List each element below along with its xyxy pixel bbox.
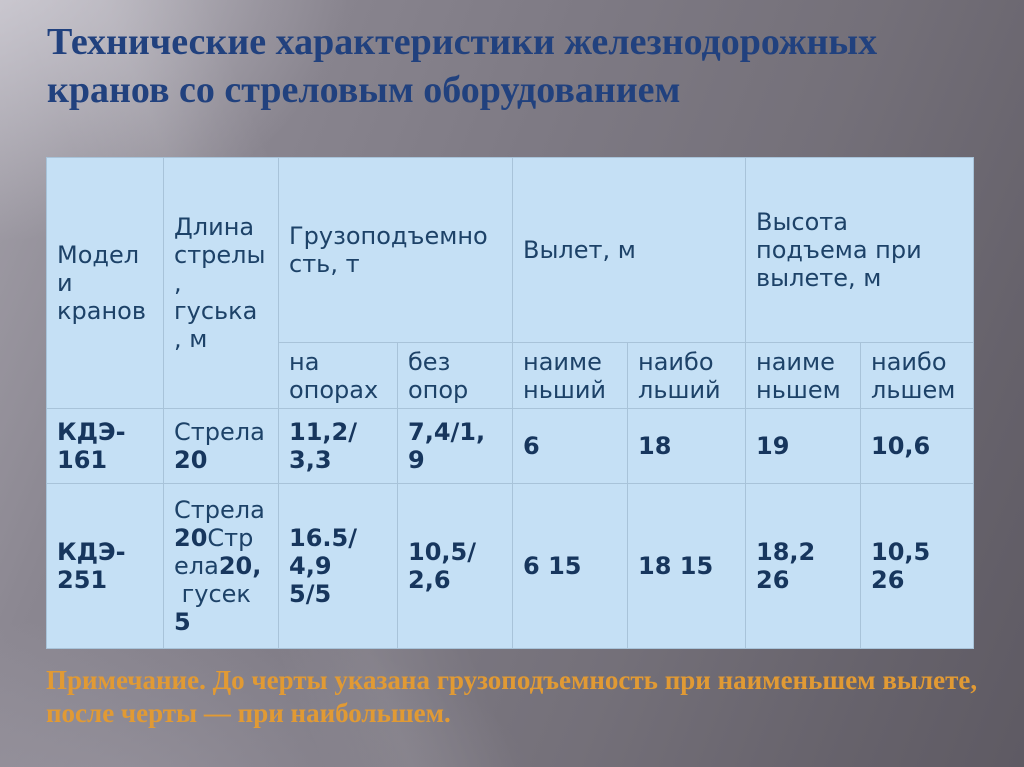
header-outreach-max: наибо льший bbox=[627, 342, 747, 409]
table-row-kde-161: КДЭ- 161 Стрела 20 11,2/ 3,3 7,4/1, 9 6 … bbox=[46, 408, 975, 484]
cell-boom-kde-161: Стрела 20 bbox=[163, 408, 279, 484]
header-height-max: наибо льшем bbox=[860, 342, 975, 409]
cell-model-kde-251: КДЭ- 251 bbox=[46, 483, 164, 649]
cell-outreach-max-kde-251: 18 15 bbox=[627, 483, 747, 649]
boom-text-part: Стр ела bbox=[174, 524, 254, 580]
header-height-min: наиме ньшем bbox=[745, 342, 862, 409]
boom-text-part: Стрела bbox=[174, 496, 265, 524]
cell-model-kde-161: КДЭ- 161 bbox=[46, 408, 164, 484]
boom-text-part-bold: 20 bbox=[174, 524, 208, 552]
table-header-row-top: Модел и кранов Длина стрелы , гуська , м… bbox=[46, 157, 975, 409]
cell-height-min-kde-161: 19 bbox=[745, 408, 862, 484]
cell-height-min-kde-251: 18,2 26 bbox=[745, 483, 862, 649]
footnote: Примечание. До черты указана грузоподъем… bbox=[46, 665, 978, 728]
boom-text-part: Стрела bbox=[174, 418, 265, 446]
cell-outreach-min-kde-161: 6 bbox=[512, 408, 629, 484]
boom-text-part-bold: 20, bbox=[218, 552, 262, 580]
header-model: Модел и кранов bbox=[46, 157, 164, 409]
header-boom-length: Длина стрелы , гуська , м bbox=[163, 157, 279, 409]
boom-text-part-bold: 5 bbox=[174, 608, 191, 636]
cell-outreach-min-kde-251: 6 15 bbox=[512, 483, 629, 649]
cell-capacity-off-kde-161: 7,4/1, 9 bbox=[396, 408, 514, 484]
cell-capacity-off-kde-251: 10,5/ 2,6 bbox=[396, 483, 514, 649]
cell-height-max-kde-251: 10,5 26 bbox=[860, 483, 975, 649]
boom-text-part-bold: 20 bbox=[174, 446, 208, 474]
cell-capacity-on-kde-251: 16.5/ 4,9 5/5 bbox=[278, 483, 398, 649]
cell-height-max-kde-161: 10,6 bbox=[860, 408, 975, 484]
header-lift-height: Высота подъема при вылете, м bbox=[745, 157, 975, 343]
boom-text-part: гусек bbox=[181, 580, 251, 608]
header-capacity-on-supports: на опорах bbox=[278, 342, 398, 409]
table-header-row-sub: на опорах без опор наиме ньший наибо льш… bbox=[47, 342, 975, 409]
header-outreach: Вылет, м bbox=[512, 157, 747, 343]
table-row-kde-251: КДЭ- 251 Стрела 20Стр ела20, гусек 5 16.… bbox=[46, 483, 975, 649]
slide-title: Технические характеристики железнодорожн… bbox=[47, 21, 878, 111]
crane-specs-table: Модел и кранов Длина стрелы , гуська , м… bbox=[46, 157, 975, 649]
cell-boom-kde-251: Стрела 20Стр ела20, гусек 5 bbox=[163, 483, 279, 649]
header-outreach-min: наиме ньший bbox=[512, 342, 629, 409]
header-capacity-no-supports: без опор bbox=[396, 342, 514, 409]
cell-capacity-on-kde-161: 11,2/ 3,3 bbox=[278, 408, 398, 484]
header-capacity: Грузоподъемно сть, т bbox=[277, 157, 514, 343]
cell-outreach-max-kde-161: 18 bbox=[627, 408, 747, 484]
